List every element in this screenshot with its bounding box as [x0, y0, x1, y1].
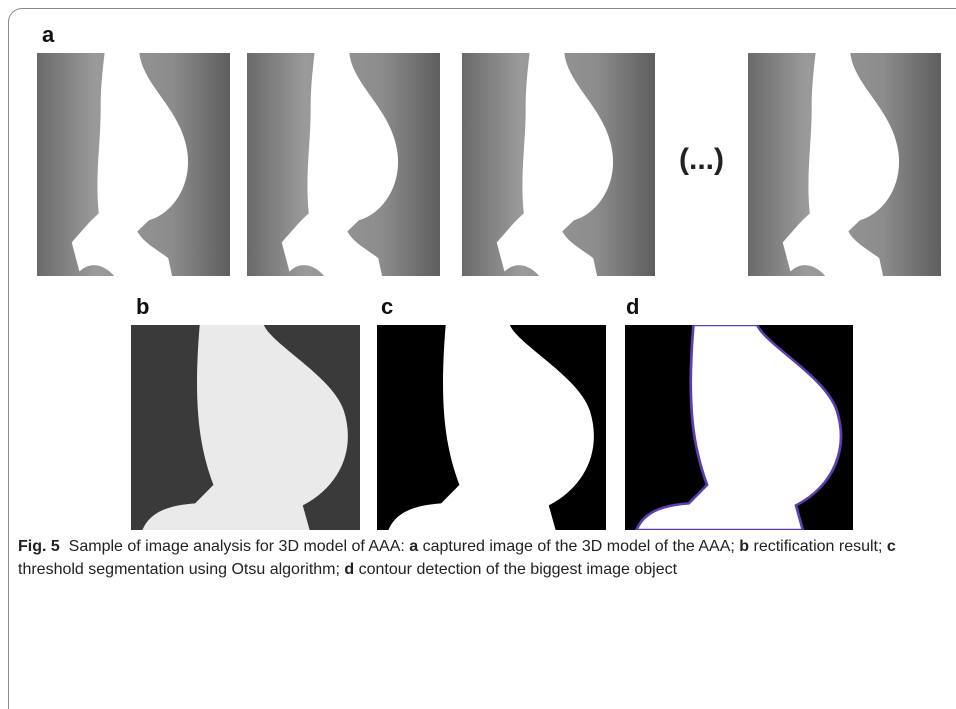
row-a-images [37, 53, 941, 276]
panel-label: d [626, 294, 640, 319]
caption-panel-ref: d [344, 561, 355, 578]
caption-panel-ref: c [886, 538, 896, 555]
figure-page: a b c d (...) Fig. 5 Sample of image ana… [8, 8, 956, 709]
figure-art [37, 53, 941, 530]
panel-label: a [42, 22, 55, 47]
row-b-images [131, 325, 853, 530]
caption-panel-ref: b [739, 538, 750, 555]
caption-text: Sample of image analysis for 3D model of… [68, 538, 410, 555]
caption-label: Fig. 5 [18, 538, 60, 555]
ellipsis: (...) [679, 143, 724, 176]
caption-panel-ref: a [409, 538, 419, 555]
caption-text: rectification result; [749, 538, 887, 555]
panel-label: c [381, 294, 394, 319]
caption-text: contour detection of the biggest image o… [354, 561, 678, 578]
caption: Fig. 5 Sample of image analysis for 3D m… [18, 535, 948, 581]
caption-text: captured image of the 3D model of the AA… [418, 538, 740, 555]
panel-label: b [136, 294, 150, 319]
caption-text: threshold segmentation using Otsu algori… [18, 561, 345, 578]
frame [8, 8, 956, 709]
